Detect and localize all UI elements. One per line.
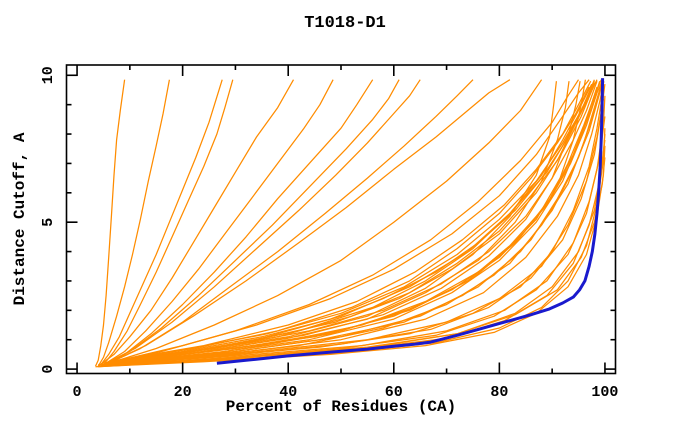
model-curve [100, 79, 223, 366]
x-tick-label: 20 [174, 384, 192, 401]
model-curve [105, 79, 421, 364]
model-curve [108, 79, 511, 364]
x-tick-label: 100 [591, 384, 618, 401]
model-curve [108, 98, 605, 364]
y-tick-label: 10 [40, 66, 57, 84]
model-curve [108, 80, 592, 363]
x-tick-label: 60 [385, 384, 403, 401]
model-curve [98, 128, 606, 368]
model-curve [103, 79, 234, 366]
model-curve [103, 116, 606, 366]
chart-title: T1018-D1 [304, 14, 386, 33]
model-curve [103, 79, 587, 364]
model-curve [94, 79, 126, 367]
axis-ticks-group [66, 65, 616, 374]
model-curve [108, 79, 605, 364]
model-curve [108, 79, 543, 364]
model-curve [103, 133, 606, 367]
model-curve [103, 81, 558, 365]
model-curve [100, 79, 374, 367]
model-curve [98, 95, 603, 367]
model-curve [103, 79, 595, 366]
model-curve [113, 79, 590, 363]
model-curve [108, 79, 602, 364]
highlighted-curve [216, 78, 605, 365]
model-curve [100, 81, 570, 366]
x-tick-label: 80 [490, 384, 508, 401]
x-tick-label: 0 [73, 384, 82, 401]
model-curve [103, 79, 400, 366]
model-curve [103, 81, 605, 366]
model-curves-group [94, 77, 606, 368]
model-curve [97, 79, 171, 367]
y-tick-label: 5 [40, 218, 57, 227]
model-curve [97, 79, 295, 367]
model-curve [98, 86, 598, 366]
model-curve [108, 77, 604, 364]
model-curve [98, 89, 601, 367]
model-curve [103, 81, 601, 366]
model-curve [103, 79, 334, 366]
y-axis-label: Distance Cutoff, A [11, 132, 29, 305]
tick-labels-group: 0 20 40 60 80 100 0 5 10 [40, 66, 618, 401]
y-tick-label: 0 [40, 365, 57, 374]
x-axis-label: Percent of Residues (CA) [226, 398, 456, 416]
model-curve [106, 80, 598, 364]
x-tick-label: 40 [279, 384, 297, 401]
